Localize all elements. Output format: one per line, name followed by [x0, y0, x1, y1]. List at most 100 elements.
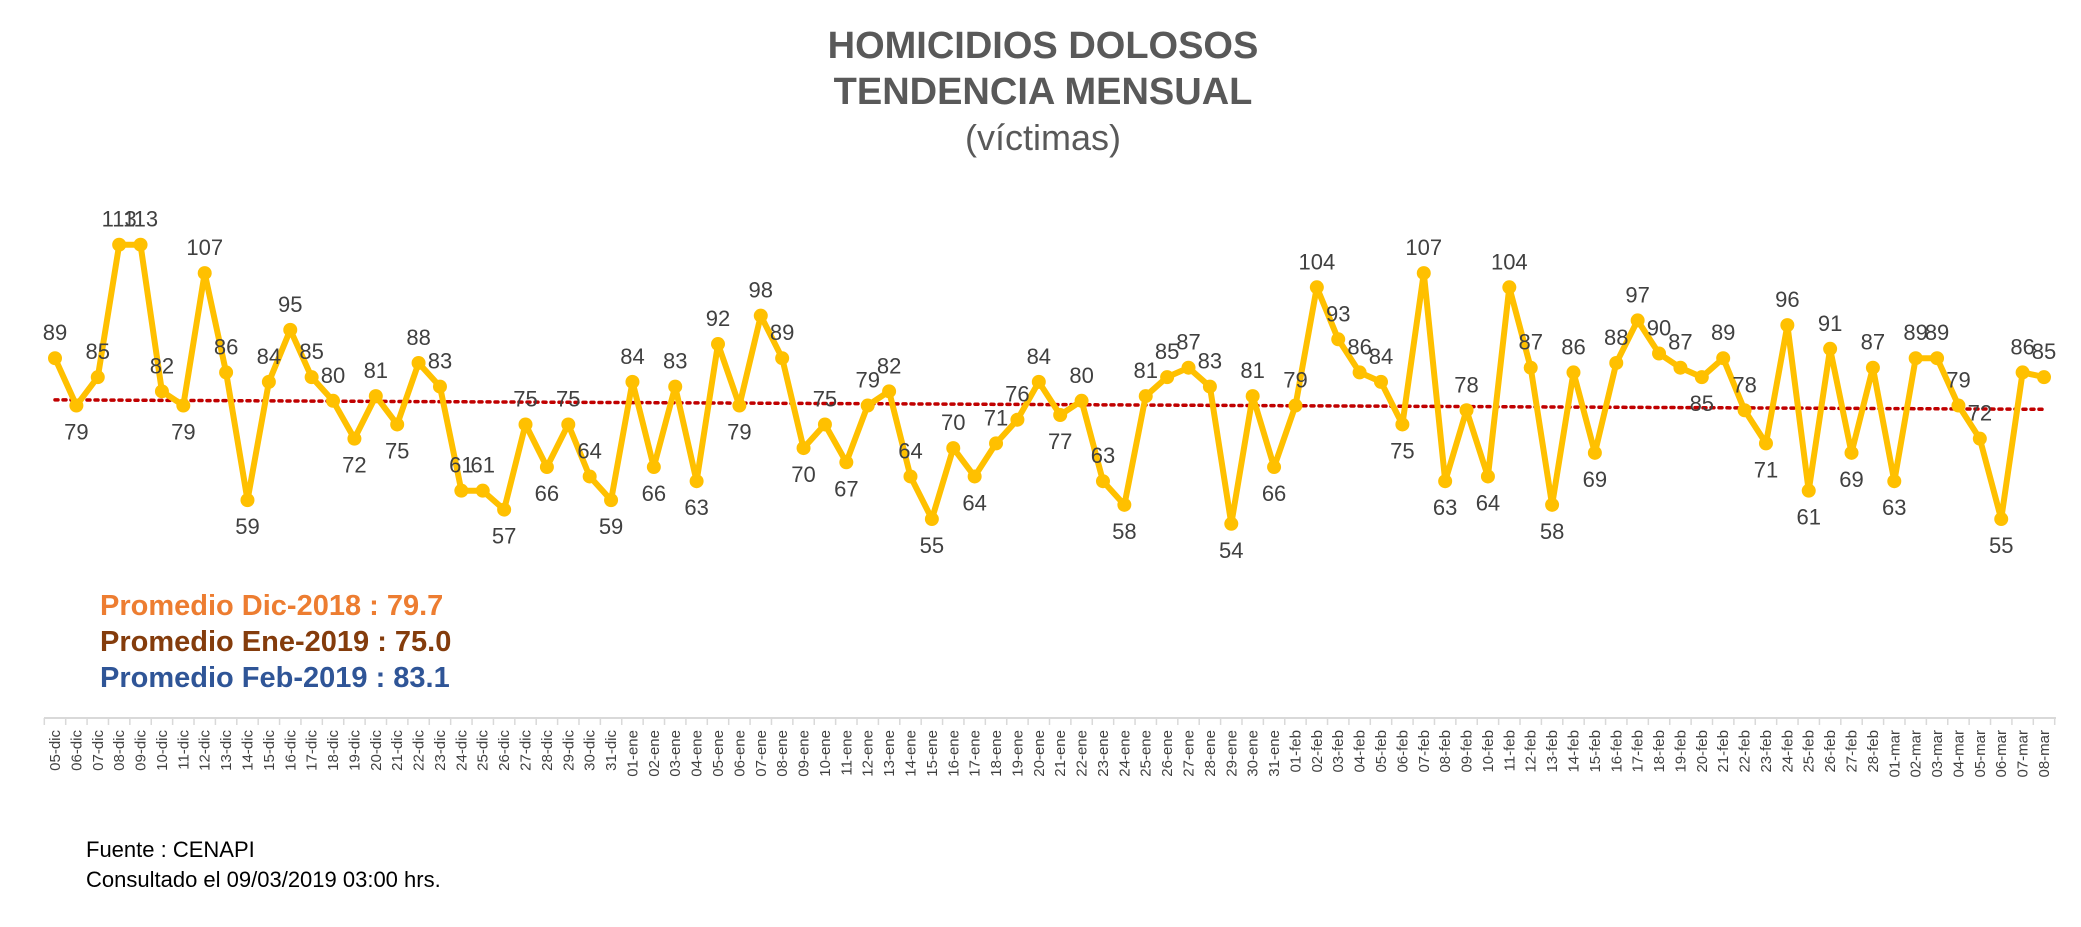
x-tick-label: 18-ene [988, 730, 1005, 777]
data-point [989, 436, 1004, 451]
x-tick-label: 07-mar [2015, 730, 2032, 778]
data-point [1202, 379, 1217, 394]
data-label: 85 [2032, 339, 2056, 364]
data-label: 85 [1690, 391, 1714, 416]
data-point [347, 431, 362, 446]
data-label: 72 [342, 453, 366, 478]
data-point [240, 493, 255, 508]
data-point [2015, 365, 2030, 380]
data-point [1395, 417, 1410, 432]
data-point [1673, 360, 1688, 375]
data-point [1566, 365, 1581, 380]
data-point [1951, 398, 1966, 413]
data-label: 96 [1775, 287, 1799, 312]
data-point [475, 483, 490, 498]
data-label: 66 [642, 481, 666, 506]
data-label: 67 [834, 476, 858, 501]
x-tick-label: 04-feb [1352, 730, 1369, 773]
x-tick-label: 14-dic [239, 730, 256, 771]
data-label: 66 [1262, 481, 1286, 506]
x-tick-label: 15-dic [261, 730, 278, 771]
data-label: 84 [620, 344, 644, 369]
data-label: 57 [492, 524, 516, 549]
x-tick-label: 08-mar [2036, 730, 2053, 778]
data-point [1331, 332, 1346, 347]
data-point [1545, 497, 1560, 512]
data-point [689, 474, 704, 489]
x-tick-label: 25-feb [1801, 730, 1818, 773]
x-tick-label: 14-feb [1565, 730, 1582, 773]
data-label: 79 [1946, 368, 1970, 393]
x-tick-label: 09-dic [133, 730, 150, 771]
data-label: 84 [1027, 344, 1051, 369]
data-point [1374, 374, 1388, 389]
data-label: 63 [1091, 443, 1115, 468]
x-tick-label: 24-ene [1116, 730, 1133, 777]
x-tick-label: 08-dic [111, 730, 128, 771]
data-point [604, 493, 619, 508]
x-tick-label: 28-feb [1865, 730, 1882, 773]
data-point [561, 417, 576, 432]
x-tick-label: 19-ene [1009, 730, 1026, 777]
x-tick-label: 03-mar [1929, 730, 1946, 778]
x-tick-label: 01-mar [1886, 730, 1903, 778]
data-point [582, 469, 597, 484]
data-point [1031, 374, 1046, 389]
data-label: 72 [1968, 401, 1992, 426]
average-feb-2019: Promedio Feb-2019 : 83.1 [100, 662, 450, 694]
data-point [197, 266, 212, 281]
data-label: 87 [1668, 330, 1692, 355]
x-tick-label: 11-feb [1501, 730, 1518, 771]
data-point [304, 370, 319, 385]
data-label: 81 [364, 358, 388, 383]
data-label: 76 [1005, 382, 1029, 407]
data-label: 87 [1861, 330, 1885, 355]
data-label: 79 [171, 420, 195, 445]
x-tick-label: 20-ene [1031, 730, 1048, 777]
x-tick-label: 03-ene [667, 730, 684, 777]
data-point [411, 355, 426, 370]
data-point [1416, 266, 1431, 281]
data-label: 88 [1604, 325, 1628, 350]
chart-title: HOMICIDIOS DOLOSOS [828, 25, 1259, 67]
x-tick-label: 01-ene [624, 730, 641, 777]
data-labels: 8979851131138279107865984958580728175888… [43, 207, 2056, 563]
x-tick-label: 03-feb [1330, 730, 1347, 773]
data-label: 81 [1240, 358, 1264, 383]
data-point [711, 337, 725, 352]
consulted-line: Consultado el 09/03/2019 03:00 hrs. [86, 867, 441, 892]
x-tick-label: 25-dic [475, 730, 492, 771]
data-label: 77 [1048, 429, 1072, 454]
data-point [1224, 516, 1239, 531]
data-point [69, 398, 84, 413]
x-tick-label: 05-ene [710, 730, 727, 777]
x-tick-label: 23-dic [432, 730, 449, 771]
x-tick-label: 11-ene [838, 730, 855, 776]
data-label: 84 [1369, 344, 1393, 369]
x-tick-label: 05-feb [1373, 730, 1390, 773]
data-point [454, 483, 469, 498]
data-point [1844, 445, 1859, 460]
data-label: 88 [406, 325, 430, 350]
x-tick-labels: 05-dic 06-dic 07-dic 08-dic 09-dic 10-dic 11-d… [47, 730, 2053, 778]
x-tick-label: 27-ene [1181, 730, 1198, 777]
data-label: 90 [1647, 316, 1671, 341]
x-tick-label: 12-ene [860, 730, 877, 777]
x-tick-label: 10-dic [154, 730, 171, 771]
x-tick-label: 27-feb [1844, 730, 1861, 773]
x-tick-label: 26-dic [496, 730, 513, 771]
data-point [1074, 393, 1089, 408]
data-point [625, 374, 640, 389]
x-tick-label: 20-dic [368, 730, 385, 771]
x-tick-label: 16-ene [945, 730, 962, 777]
x-tick-label: 15-ene [924, 730, 941, 777]
x-tick-label: 21-ene [1052, 730, 1069, 777]
data-label: 80 [1069, 363, 1093, 388]
data-label: 64 [1476, 490, 1500, 515]
data-label: 85 [86, 339, 110, 364]
data-point [1823, 341, 1838, 356]
x-tick-label: 18-feb [1651, 730, 1668, 773]
data-label: 71 [984, 405, 1008, 430]
data-point [1609, 355, 1624, 370]
data-point [326, 393, 341, 408]
